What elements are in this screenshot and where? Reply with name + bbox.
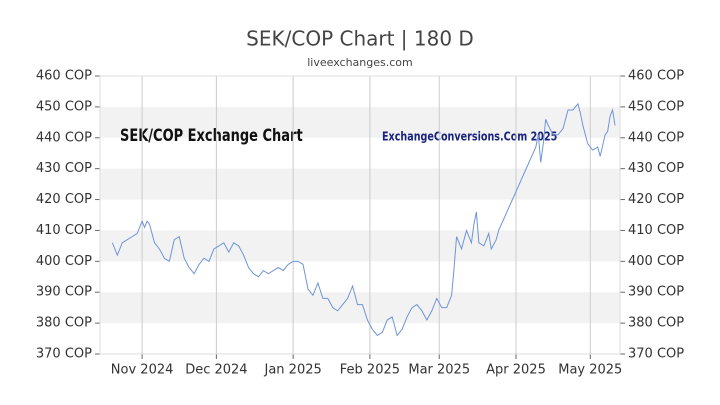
y2-tick-label: 380 COP [628, 316, 684, 331]
y-tick-label: 380 COP [36, 316, 92, 331]
y2-tick-label: 440 COP [628, 130, 684, 145]
series-line [111, 102, 616, 337]
y2-tick-label: 430 COP [628, 161, 684, 176]
y2-tick-label: 450 COP [628, 99, 684, 114]
x-tick-label: Feb 2025 [340, 363, 400, 378]
x-tick-label: Apr 2025 [486, 363, 546, 378]
y-tick-label: 440 COP [36, 130, 92, 145]
grid-band [100, 292, 620, 324]
watermark: SEK/COP Exchange Chart [120, 125, 303, 145]
y-tick-label: 460 COP [36, 69, 92, 84]
y-tick-label: 390 COP [36, 285, 92, 300]
bands [100, 106, 620, 324]
grid-band [100, 230, 620, 262]
grid-band [100, 168, 620, 200]
x-tick-label: Jan 2025 [264, 363, 322, 378]
y-tick-label: 450 COP [36, 99, 92, 114]
y2-tick-label: 460 COP [628, 69, 684, 84]
y2-tick-label: 390 COP [628, 285, 684, 300]
y2-tick-label: 400 COP [628, 254, 684, 269]
chart-subtitle: liveexchanges.com [307, 56, 412, 69]
plot-frame [99, 75, 621, 355]
y2-tick-label: 410 COP [628, 223, 684, 238]
y-tick-label: 420 COP [36, 192, 92, 207]
y-tick-label: 370 COP [36, 347, 92, 362]
y2-tick-label: 420 COP [628, 192, 684, 207]
grid-band [100, 106, 620, 138]
y2-tick-label: 370 COP [628, 347, 684, 362]
x-tick-label: Dec 2024 [185, 363, 247, 378]
x-tick-label: Mar 2025 [408, 363, 470, 378]
x-tick-label: May 2025 [558, 363, 622, 378]
y-tick-label: 410 COP [36, 223, 92, 238]
x-tick-label: Nov 2024 [111, 363, 174, 378]
chart-title: SEK/COP Chart | 180 D [246, 27, 474, 51]
y-tick-label: 430 COP [36, 161, 92, 176]
watermark: ExchangeConversions.Com 2025 [382, 129, 557, 143]
y-tick-label: 400 COP [36, 254, 92, 269]
